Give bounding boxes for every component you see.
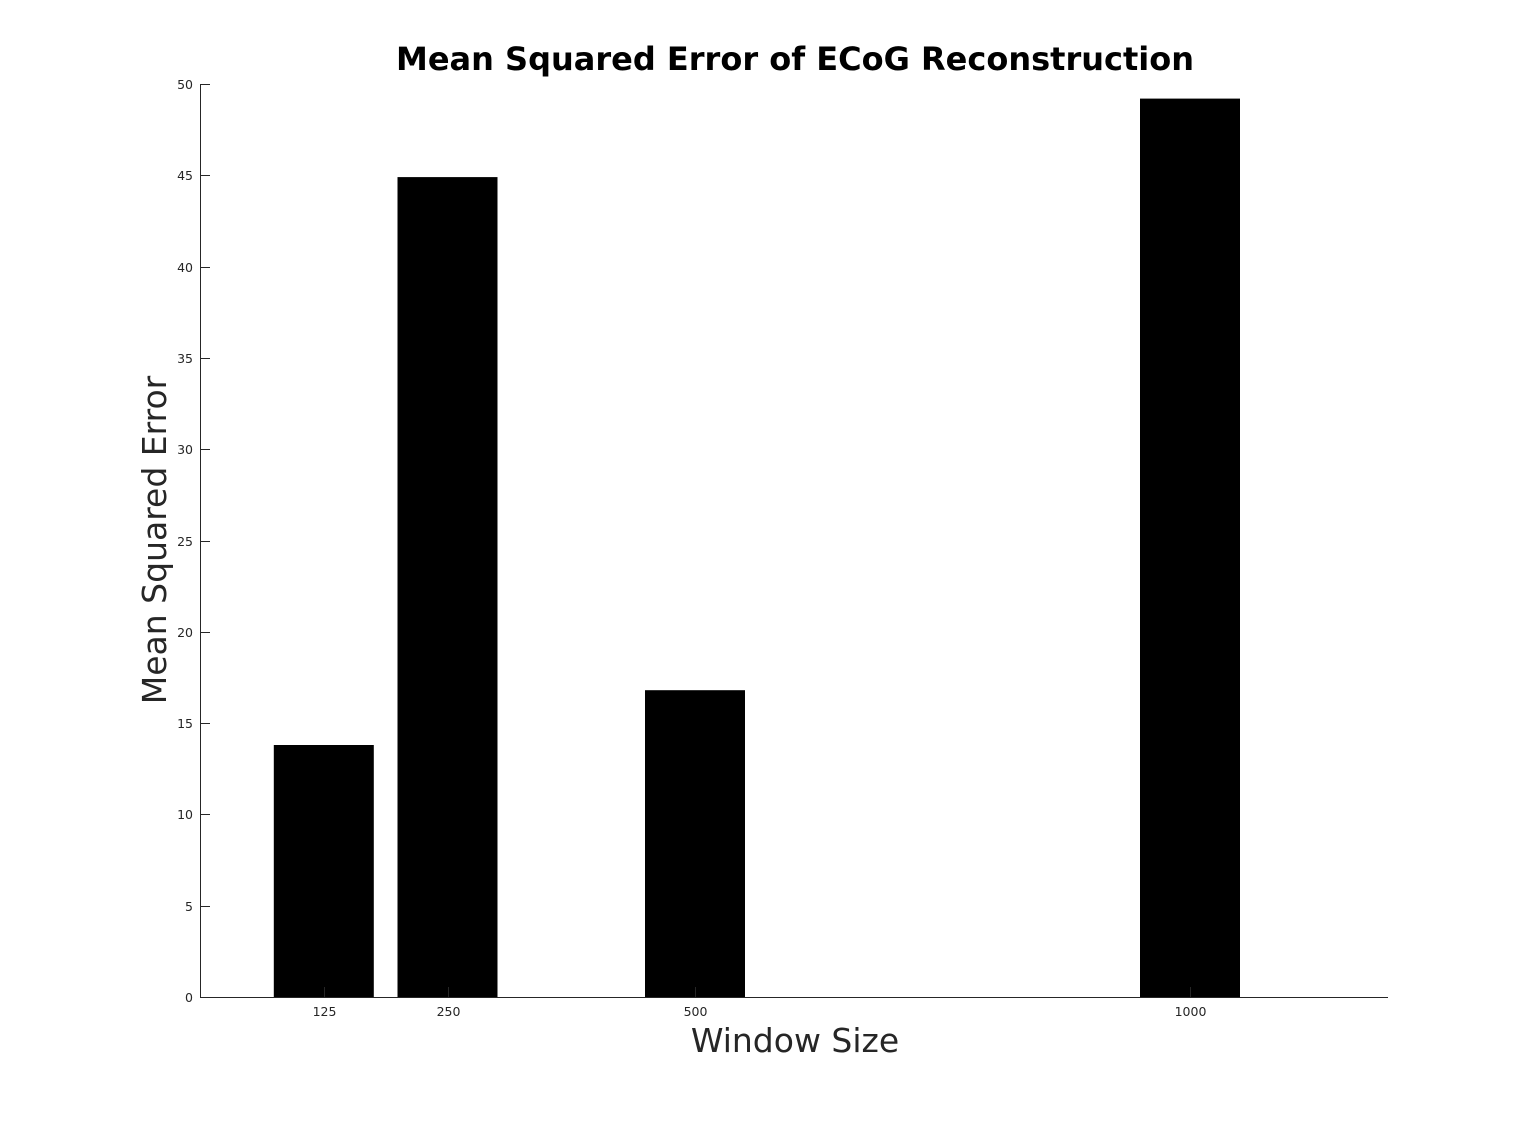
x-tick-label: 1000 (1175, 1004, 1207, 1019)
chart-title: Mean Squared Error of ECoG Reconstructio… (396, 40, 1194, 78)
bar-125 (273, 745, 374, 997)
y-ticks: 0 5 10 15 20 25 30 35 40 45 50 (177, 77, 210, 1005)
y-tick-label: 30 (177, 442, 193, 457)
y-axis-label: Mean Squared Error (135, 375, 174, 704)
y-tick-label: 35 (177, 351, 193, 366)
x-ticks: 125 250 500 1000 (313, 987, 1207, 1019)
bars (273, 98, 1240, 998)
x-axis-label: Window Size (691, 1021, 899, 1060)
y-tick-label: 25 (177, 534, 193, 549)
y-tick-label: 15 (177, 716, 193, 731)
y-tick-label: 10 (177, 807, 193, 822)
x-tick-label: 500 (684, 1004, 708, 1019)
y-tick-label: 5 (185, 899, 193, 914)
y-tick-label: 50 (177, 77, 193, 92)
y-tick-label: 40 (177, 260, 193, 275)
bar-1000 (1140, 98, 1240, 998)
y-tick-label: 0 (185, 990, 193, 1005)
bar-500 (645, 690, 745, 997)
x-tick-label: 250 (437, 1004, 461, 1019)
y-tick-label: 20 (177, 625, 193, 640)
bar-250 (397, 177, 498, 998)
y-tick-label: 45 (177, 168, 193, 183)
x-tick-label: 125 (313, 1004, 337, 1019)
